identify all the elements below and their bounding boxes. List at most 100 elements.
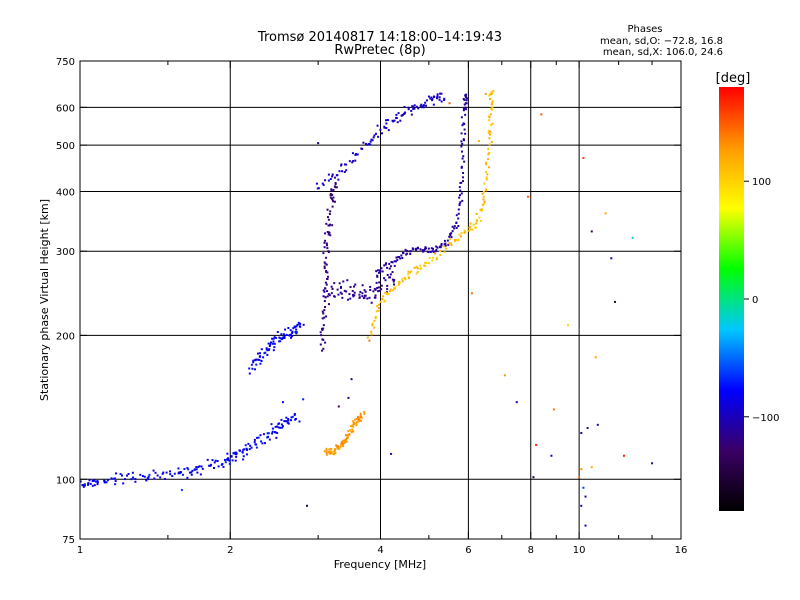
data-point bbox=[344, 438, 347, 441]
data-point bbox=[613, 300, 616, 303]
data-point bbox=[289, 329, 292, 332]
data-point bbox=[483, 200, 486, 203]
data-point bbox=[321, 349, 324, 352]
data-point bbox=[222, 465, 225, 468]
data-point bbox=[352, 293, 355, 296]
data-point bbox=[430, 247, 433, 250]
data-point bbox=[465, 99, 468, 102]
data-point bbox=[470, 292, 473, 295]
data-point bbox=[333, 282, 336, 285]
data-point bbox=[387, 129, 390, 132]
data-point bbox=[298, 325, 301, 328]
data-point bbox=[478, 216, 481, 219]
data-point bbox=[449, 234, 452, 237]
data-point bbox=[377, 135, 380, 138]
data-point bbox=[331, 287, 334, 290]
x-tick-label: 10 bbox=[573, 545, 586, 556]
data-point bbox=[169, 473, 172, 476]
data-point bbox=[271, 427, 274, 430]
data-point bbox=[275, 425, 278, 428]
data-point bbox=[325, 270, 328, 273]
data-point bbox=[459, 235, 462, 238]
data-point bbox=[433, 96, 436, 99]
data-point bbox=[233, 451, 236, 454]
data-point bbox=[103, 481, 106, 484]
data-point bbox=[594, 356, 597, 359]
data-point bbox=[191, 469, 194, 472]
data-point bbox=[280, 423, 283, 426]
data-point bbox=[475, 222, 478, 225]
data-point bbox=[323, 450, 326, 453]
data-point bbox=[339, 291, 342, 294]
data-point bbox=[329, 210, 332, 213]
data-point bbox=[342, 439, 345, 442]
data-point bbox=[590, 230, 593, 233]
data-point bbox=[408, 250, 411, 253]
data-point bbox=[284, 328, 287, 331]
data-point bbox=[370, 330, 373, 333]
data-point bbox=[127, 472, 130, 475]
data-point bbox=[291, 332, 294, 335]
data-point bbox=[460, 145, 463, 148]
data-point bbox=[336, 446, 339, 449]
data-point bbox=[388, 290, 391, 293]
data-point bbox=[335, 444, 338, 447]
data-point bbox=[463, 98, 466, 101]
data-point bbox=[394, 285, 397, 288]
data-point bbox=[287, 326, 290, 329]
data-point bbox=[119, 473, 122, 476]
data-point bbox=[279, 337, 282, 340]
data-point bbox=[371, 324, 374, 327]
data-point bbox=[329, 192, 332, 195]
data-point bbox=[376, 274, 379, 277]
data-point bbox=[370, 333, 373, 336]
data-point bbox=[388, 267, 391, 270]
data-point bbox=[285, 420, 288, 423]
data-point bbox=[419, 248, 422, 251]
data-point bbox=[177, 471, 180, 474]
data-point bbox=[324, 281, 327, 284]
data-point bbox=[420, 103, 423, 106]
data-point bbox=[171, 474, 174, 477]
phase-info-x: mean, sd,X: 106.0, 24.6 bbox=[603, 47, 723, 58]
data-point bbox=[488, 119, 491, 122]
data-point bbox=[343, 163, 346, 166]
data-point bbox=[442, 245, 445, 248]
data-point bbox=[431, 247, 434, 250]
data-point bbox=[254, 443, 257, 446]
data-point bbox=[440, 242, 443, 245]
data-point bbox=[427, 251, 430, 254]
data-point bbox=[238, 449, 241, 452]
data-point bbox=[359, 414, 362, 417]
data-point bbox=[287, 419, 290, 422]
data-point bbox=[485, 161, 488, 164]
data-point bbox=[361, 292, 364, 295]
data-point bbox=[359, 412, 362, 415]
data-point bbox=[482, 195, 485, 198]
data-point bbox=[423, 249, 426, 252]
data-point bbox=[403, 105, 406, 108]
data-point bbox=[395, 116, 398, 119]
data-point bbox=[482, 190, 485, 193]
data-point bbox=[110, 477, 113, 480]
data-point bbox=[487, 153, 490, 156]
data-point bbox=[274, 425, 277, 428]
data-point bbox=[412, 108, 415, 111]
data-point bbox=[357, 417, 360, 420]
data-point bbox=[371, 139, 374, 142]
data-point bbox=[326, 275, 329, 278]
data-point bbox=[464, 106, 467, 109]
data-point bbox=[327, 218, 330, 221]
data-point bbox=[413, 107, 416, 110]
data-point bbox=[325, 242, 328, 245]
data-point bbox=[246, 448, 249, 451]
data-point bbox=[424, 264, 427, 267]
data-point bbox=[435, 256, 438, 259]
data-point bbox=[328, 294, 331, 297]
data-point bbox=[384, 299, 387, 302]
data-point bbox=[83, 484, 86, 487]
data-point bbox=[265, 348, 268, 351]
data-point bbox=[368, 296, 371, 299]
data-point bbox=[472, 223, 475, 226]
data-point bbox=[325, 449, 328, 452]
